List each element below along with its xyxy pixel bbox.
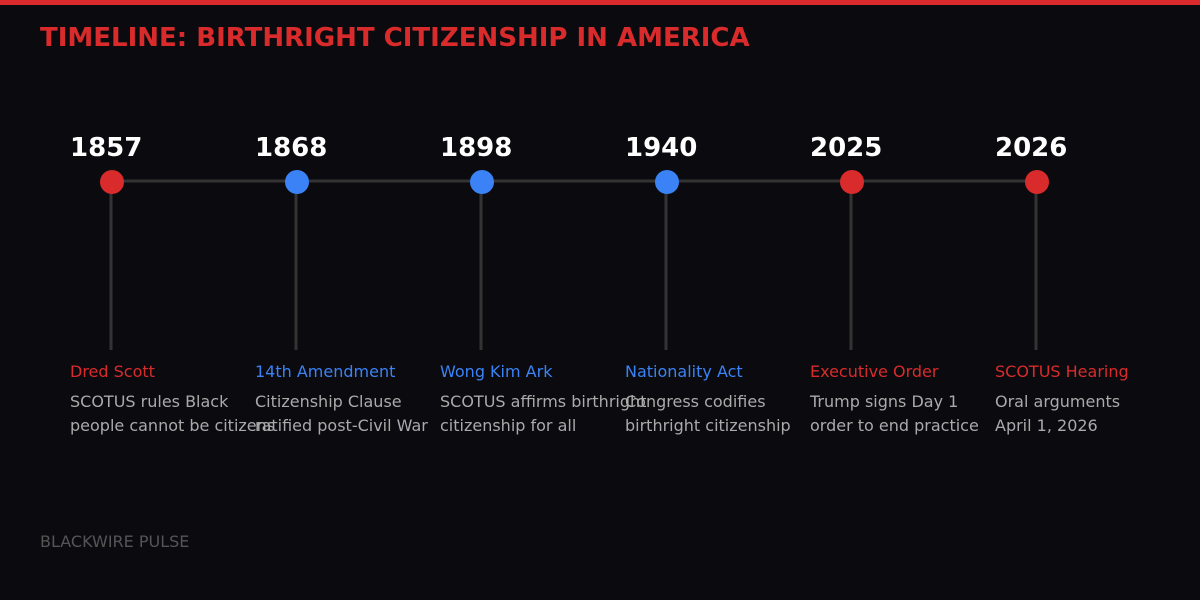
event-dot [100,170,124,194]
event-dot [1025,170,1049,194]
title: TIMELINE: BIRTHRIGHT CITIZENSHIP IN AMER… [40,23,750,53]
event-year: 2026 [995,133,1067,163]
event-label: Nationality Act [625,362,743,381]
event-description: order to end practice [810,416,979,435]
footer-brand: BLACKWIRE PULSE [40,532,189,551]
event-description: citizenship for all [440,416,576,435]
event-description: birthright citizenship [625,416,791,435]
event-dot [285,170,309,194]
event-description: Trump signs Day 1 [809,392,958,411]
event-description: people cannot be citizens [70,416,275,435]
event-description: SCOTUS rules Black [70,392,229,411]
event-label: SCOTUS Hearing [995,362,1129,381]
event-label: Dred Scott [70,362,155,381]
event-label: 14th Amendment [255,362,395,381]
event-year: 1940 [625,133,697,163]
event-dot [840,170,864,194]
event-description: Oral arguments [995,392,1120,411]
event-dot [655,170,679,194]
event-description: Citizenship Clause [255,392,402,411]
event-year: 1857 [70,133,142,163]
event-label: Executive Order [810,362,939,381]
event-year: 1898 [440,133,512,163]
event-year: 1868 [255,133,327,163]
top-accent-bar [0,0,1200,5]
event-label: Wong Kim Ark [440,362,553,381]
event-year: 2025 [810,133,882,163]
event-description: Congress codifies [625,392,766,411]
event-description: SCOTUS affirms birthright [440,392,646,411]
event-description: April 1, 2026 [995,416,1098,435]
event-dot [470,170,494,194]
event-description: ratified post-Civil War [255,416,428,435]
